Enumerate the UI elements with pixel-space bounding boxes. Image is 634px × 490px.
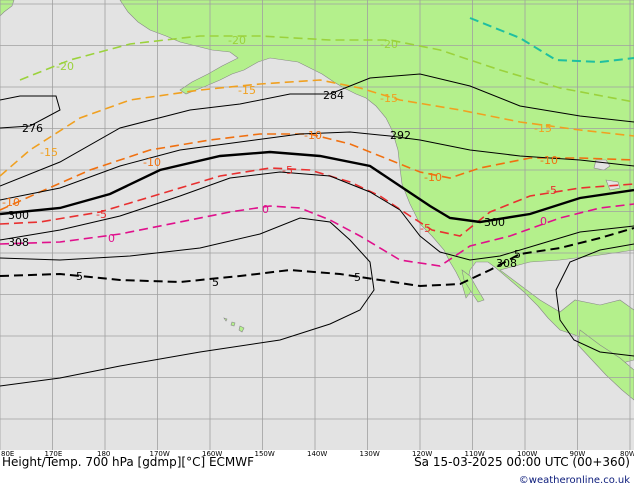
longitude-label: 140W <box>307 450 327 458</box>
temp-label: -10 <box>304 129 322 142</box>
height-label: 308 <box>8 236 29 249</box>
temp-label: -5 <box>546 184 557 197</box>
credit-link[interactable]: ©weatheronline.co.uk <box>518 475 630 486</box>
height-label: 276 <box>22 122 43 135</box>
temp-label: -10 <box>424 171 442 184</box>
height-label: 308 <box>496 257 517 270</box>
temp-label: -5 <box>282 164 293 177</box>
longitude-label: 90W <box>570 450 586 458</box>
temperature-contours <box>0 17 634 288</box>
temp-label: 0 <box>108 232 115 245</box>
temp-label: -20 <box>56 60 74 73</box>
valid-time: Sa 15-03-2025 00:00 UTC (00+360) <box>414 455 630 469</box>
longitude-label: 170E <box>45 450 63 458</box>
temp-label: -5 <box>420 222 431 235</box>
temp-label: 0 <box>262 203 269 216</box>
height-label: 284 <box>323 89 344 102</box>
temp-label: -10 <box>2 196 20 209</box>
height-label: 300 <box>484 216 505 229</box>
temp-label: 5 <box>212 276 219 289</box>
temp-label: 0 <box>540 215 547 228</box>
height-labels: 276 284 292 300 300 308 308 <box>8 89 517 270</box>
temp-label: -5 <box>96 208 107 221</box>
lat-lon-grid <box>0 0 634 450</box>
longitude-label: 80W <box>620 450 634 458</box>
temp-label: -15 <box>40 146 58 159</box>
longitude-label: 180 <box>97 450 110 458</box>
temp-label: -10 <box>143 156 161 169</box>
longitude-label: 170W <box>150 450 170 458</box>
temp-label: -20 <box>228 34 246 47</box>
height-label: 300 <box>8 209 29 222</box>
longitude-label: 130W <box>360 450 380 458</box>
longitude-label: 150W <box>255 450 275 458</box>
temp-label: 5 <box>76 270 83 283</box>
temp-label: -15 <box>238 84 256 97</box>
temp-label: 5 <box>354 271 361 284</box>
longitude-label: 120W <box>412 450 432 458</box>
longitude-label: 160W <box>202 450 222 458</box>
temp-label: -15 <box>380 92 398 105</box>
longitude-label: 100W <box>517 450 537 458</box>
height-label: 292 <box>390 129 411 142</box>
temp-label: -20 <box>380 38 398 51</box>
map-title: Height/Temp. 700 hPa [gdmp][°C] ECMWF <box>2 455 255 469</box>
longitude-label: 110W <box>465 450 485 458</box>
longitude-labels: 80E 170E 180 170W 160W 150W 140W 130W 120W 110W 10… <box>1 450 634 458</box>
temperature-labels: -20 -20 -20 -15 -15 -15 -15 -10 -10 -10 … <box>2 34 558 289</box>
longitude-label: 80E <box>1 450 14 458</box>
land-masses <box>0 0 634 401</box>
height-contours <box>0 73 634 387</box>
temp-label: 5 <box>514 248 521 261</box>
temp-label: -15 <box>534 122 552 135</box>
temp-label: -10 <box>540 154 558 167</box>
